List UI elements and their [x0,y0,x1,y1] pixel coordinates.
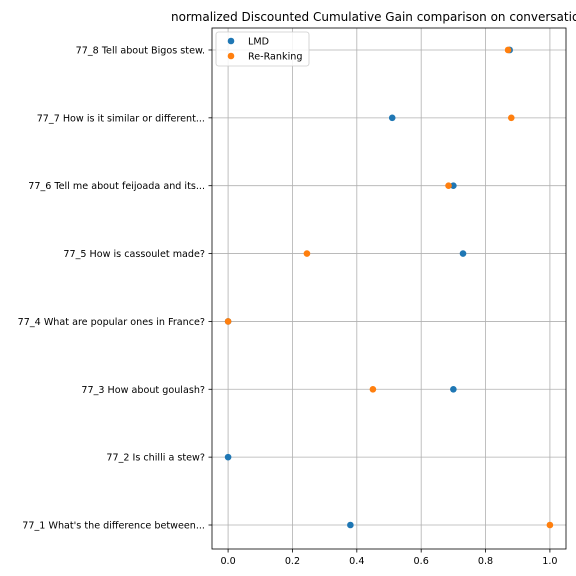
legend-marker [227,37,235,45]
y-tick-label: 77_2 Is chilli a stew? [106,453,205,464]
data-point-re-ranking [445,182,452,189]
data-point-lmd [347,521,354,529]
y-tick-label: 77_7 How is it similar or different... [37,113,205,124]
y-tick-label: 77_5 How is cassoulet made? [63,249,205,260]
legend-marker [227,52,235,60]
data-point-lmd [450,182,457,189]
data-point-lmd [388,114,396,122]
x-tick-label: 0.2 [285,556,300,567]
legend-label: LMD [248,37,269,48]
data-points [224,46,554,529]
y-tick-label: 77_4 What are popular ones in France? [18,317,205,328]
x-tick-label: 0.6 [414,556,429,567]
x-axis-ticks: 0.0 0.2 0.4 0.6 0.8 1.0 [220,549,558,567]
data-point-lmd [459,250,467,257]
x-tick-label: 0.0 [220,556,235,567]
y-tick-label: 77_6 Tell me about feijoada and its... [28,181,205,192]
data-point-lmd [224,453,232,461]
legend: LMD Re-Ranking [215,31,310,67]
y-axis-ticks: 77_1 What's the difference between... 77_… [18,45,212,532]
data-point-re-ranking [507,114,515,122]
data-point-re-ranking [303,250,311,257]
chart-title: normalized Discounted Cumulative Gain co… [171,10,576,24]
data-point-re-ranking [224,318,232,325]
data-point-re-ranking [504,46,512,54]
legend-label: Re-Ranking [248,52,302,63]
y-tick-label: 77_3 How about goulash? [81,385,205,396]
data-point-re-ranking [546,521,554,529]
y-tick-label: 77_8 Tell about Bigos stew. [76,45,205,56]
grid-lines [212,28,566,549]
data-point-lmd [450,385,457,393]
legend-box [215,31,310,67]
data-point-re-ranking [369,385,377,393]
plot-frame [211,27,567,550]
x-tick-label: 1.0 [542,556,557,567]
x-tick-label: 0.4 [349,556,364,567]
x-tick-label: 0.8 [478,556,493,567]
y-tick-label: 77_1 What's the difference between... [22,521,205,532]
